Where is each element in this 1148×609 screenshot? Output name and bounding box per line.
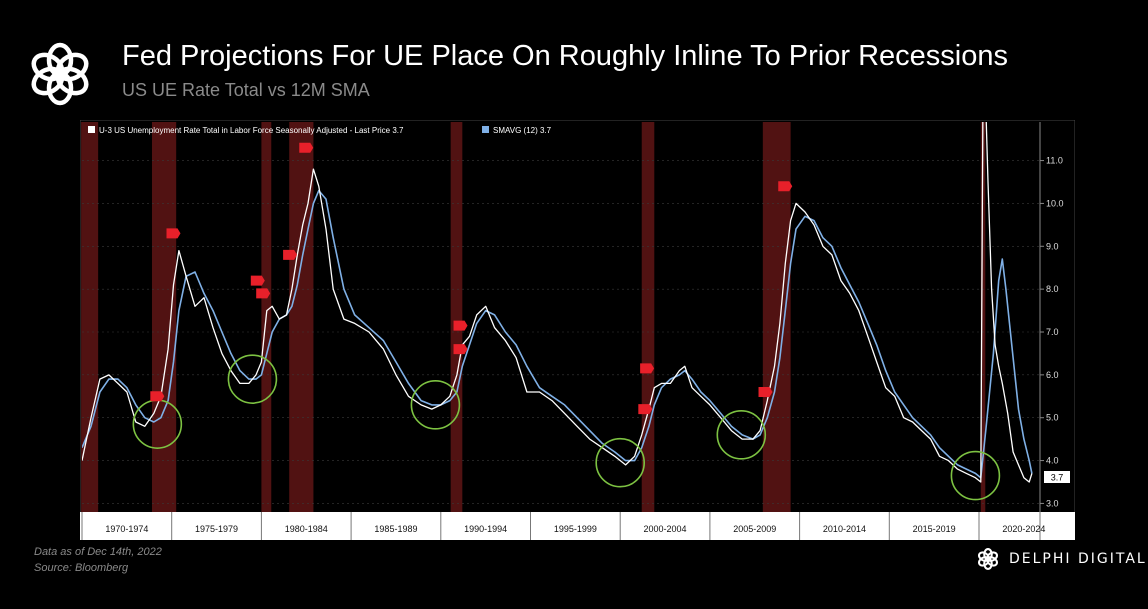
recession-marker [640, 363, 655, 374]
recession-band [762, 122, 791, 512]
y-tick-label: 11.0 [1046, 156, 1063, 166]
x-tick-label: 2015-2019 [913, 524, 956, 534]
x-tick-label: 1970-1974 [105, 524, 148, 534]
legend-sma: SMAVG (12) 3.7 [493, 126, 552, 135]
y-tick-label: 7.0 [1046, 327, 1059, 337]
delphi-small-logo-icon [977, 548, 999, 570]
recession-markers [150, 142, 793, 415]
recession-band [289, 122, 314, 512]
legend-swatch-ue [88, 126, 95, 133]
recession-marker [150, 391, 165, 402]
recession-circle [716, 410, 767, 460]
y-tick-label: 10.0 [1046, 198, 1064, 208]
recession-marker [778, 181, 793, 192]
recession-circle [595, 437, 646, 488]
x-tick-label: 2005-2009 [733, 524, 776, 534]
recession-band [980, 122, 986, 512]
y-tick-label: 3.0 [1046, 498, 1059, 508]
y-tick-label: 8.0 [1046, 284, 1059, 294]
y-tick-label: 9.0 [1046, 241, 1059, 251]
recession-marker [283, 249, 298, 260]
recession-circle [950, 450, 1001, 501]
page-title: Fed Projections For UE Place On Roughly … [122, 40, 1008, 72]
recession-marker [299, 142, 314, 153]
series-lines [82, 122, 1033, 483]
delphi-logo-icon [31, 42, 89, 106]
recession-band [641, 122, 655, 512]
y-axis: 3.0 4.0 5.0 6.0 7.0 8.0 9.0 10.0 11.0 [1039, 122, 1064, 512]
x-axis: 1970-1974 1975-1979 1980-1984 1985-1989 1990… [80, 512, 1075, 540]
recession-circle [410, 380, 461, 430]
sma-line [82, 189, 1033, 479]
x-tick-label: 2020-2024 [1002, 524, 1045, 534]
recession-marker [250, 275, 265, 286]
unemployment-chart: 3.04.05.06.07.08.09.010.011.0 1970-1974 1… [80, 120, 1075, 540]
ue-rate-line [82, 122, 1033, 483]
y-tick-label: 4.0 [1046, 456, 1059, 466]
page-subtitle: US UE Rate Total vs 12M SMA [122, 80, 370, 100]
recession-marker [453, 344, 468, 355]
recession-band [151, 122, 177, 512]
source-note: Source: Bloomberg [34, 562, 129, 574]
recession-marker [453, 320, 468, 331]
data-note: Data as of Dec 14th, 2022 [34, 546, 162, 558]
recession-circle [227, 354, 278, 404]
legend-swatch-sma [482, 126, 489, 133]
x-tick-label: 2000-2004 [644, 524, 687, 534]
last-value-tag: 3.7 [1044, 471, 1070, 483]
x-tick-label: 1980-1984 [285, 524, 328, 534]
recession-band [450, 122, 463, 512]
last-value-label: 3.7 [1051, 473, 1064, 483]
recession-marker [638, 404, 653, 415]
y-tick-label: 5.0 [1046, 413, 1059, 423]
legend-ue: U-3 US Unemployment Rate Total in Labor … [99, 126, 404, 135]
x-tick-label: 1985-1989 [374, 524, 417, 534]
brand-mark: DELPHI DIGITAL [975, 546, 1147, 572]
y-tick-label: 6.0 [1046, 370, 1059, 380]
recession-marker [256, 288, 271, 299]
x-tick-label: 1975-1979 [195, 524, 238, 534]
x-axis-strip [80, 512, 1075, 540]
brand-name: DELPHI DIGITAL [1009, 551, 1147, 567]
x-tick-label: 1995-1999 [554, 524, 597, 534]
recession-marker [758, 387, 773, 397]
x-tick-label: 1990-1994 [464, 524, 507, 534]
chart-legend: U-3 US Unemployment Rate Total in Labor … [88, 126, 552, 135]
recession-marker [166, 228, 181, 239]
x-tick-label: 2010-2014 [823, 524, 866, 534]
